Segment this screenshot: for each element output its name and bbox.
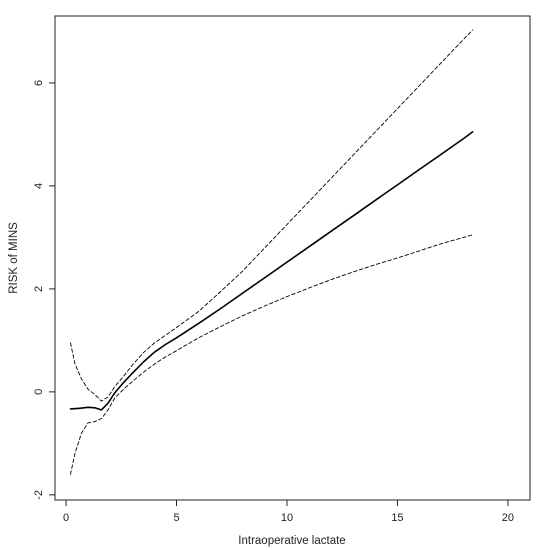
x-tick-label: 0	[63, 512, 69, 524]
x-tick-label: 20	[502, 512, 514, 524]
x-tick-label: 10	[281, 512, 293, 524]
x-axis: 0 5 10 15 20	[63, 500, 514, 524]
plot-frame	[54, 15, 531, 501]
series-layer	[69, 29, 474, 475]
y-axis: -2 0 2 4 6	[33, 80, 55, 500]
lower-ci-line	[70, 234, 474, 475]
x-tick-label: 15	[391, 512, 403, 524]
y-tick-label: 6	[33, 80, 45, 86]
estimate-line	[69, 131, 474, 411]
y-tick-label: 2	[33, 286, 45, 292]
x-axis-title: Intraoperative lactate	[238, 535, 345, 547]
upper-ci-line	[70, 29, 474, 402]
y-tick-label: -2	[33, 490, 45, 500]
y-axis-title: RISK of MINS	[8, 222, 20, 294]
y-tick-label: 0	[33, 389, 45, 395]
y-tick-label: 4	[33, 183, 45, 189]
x-tick-label: 5	[173, 512, 179, 524]
